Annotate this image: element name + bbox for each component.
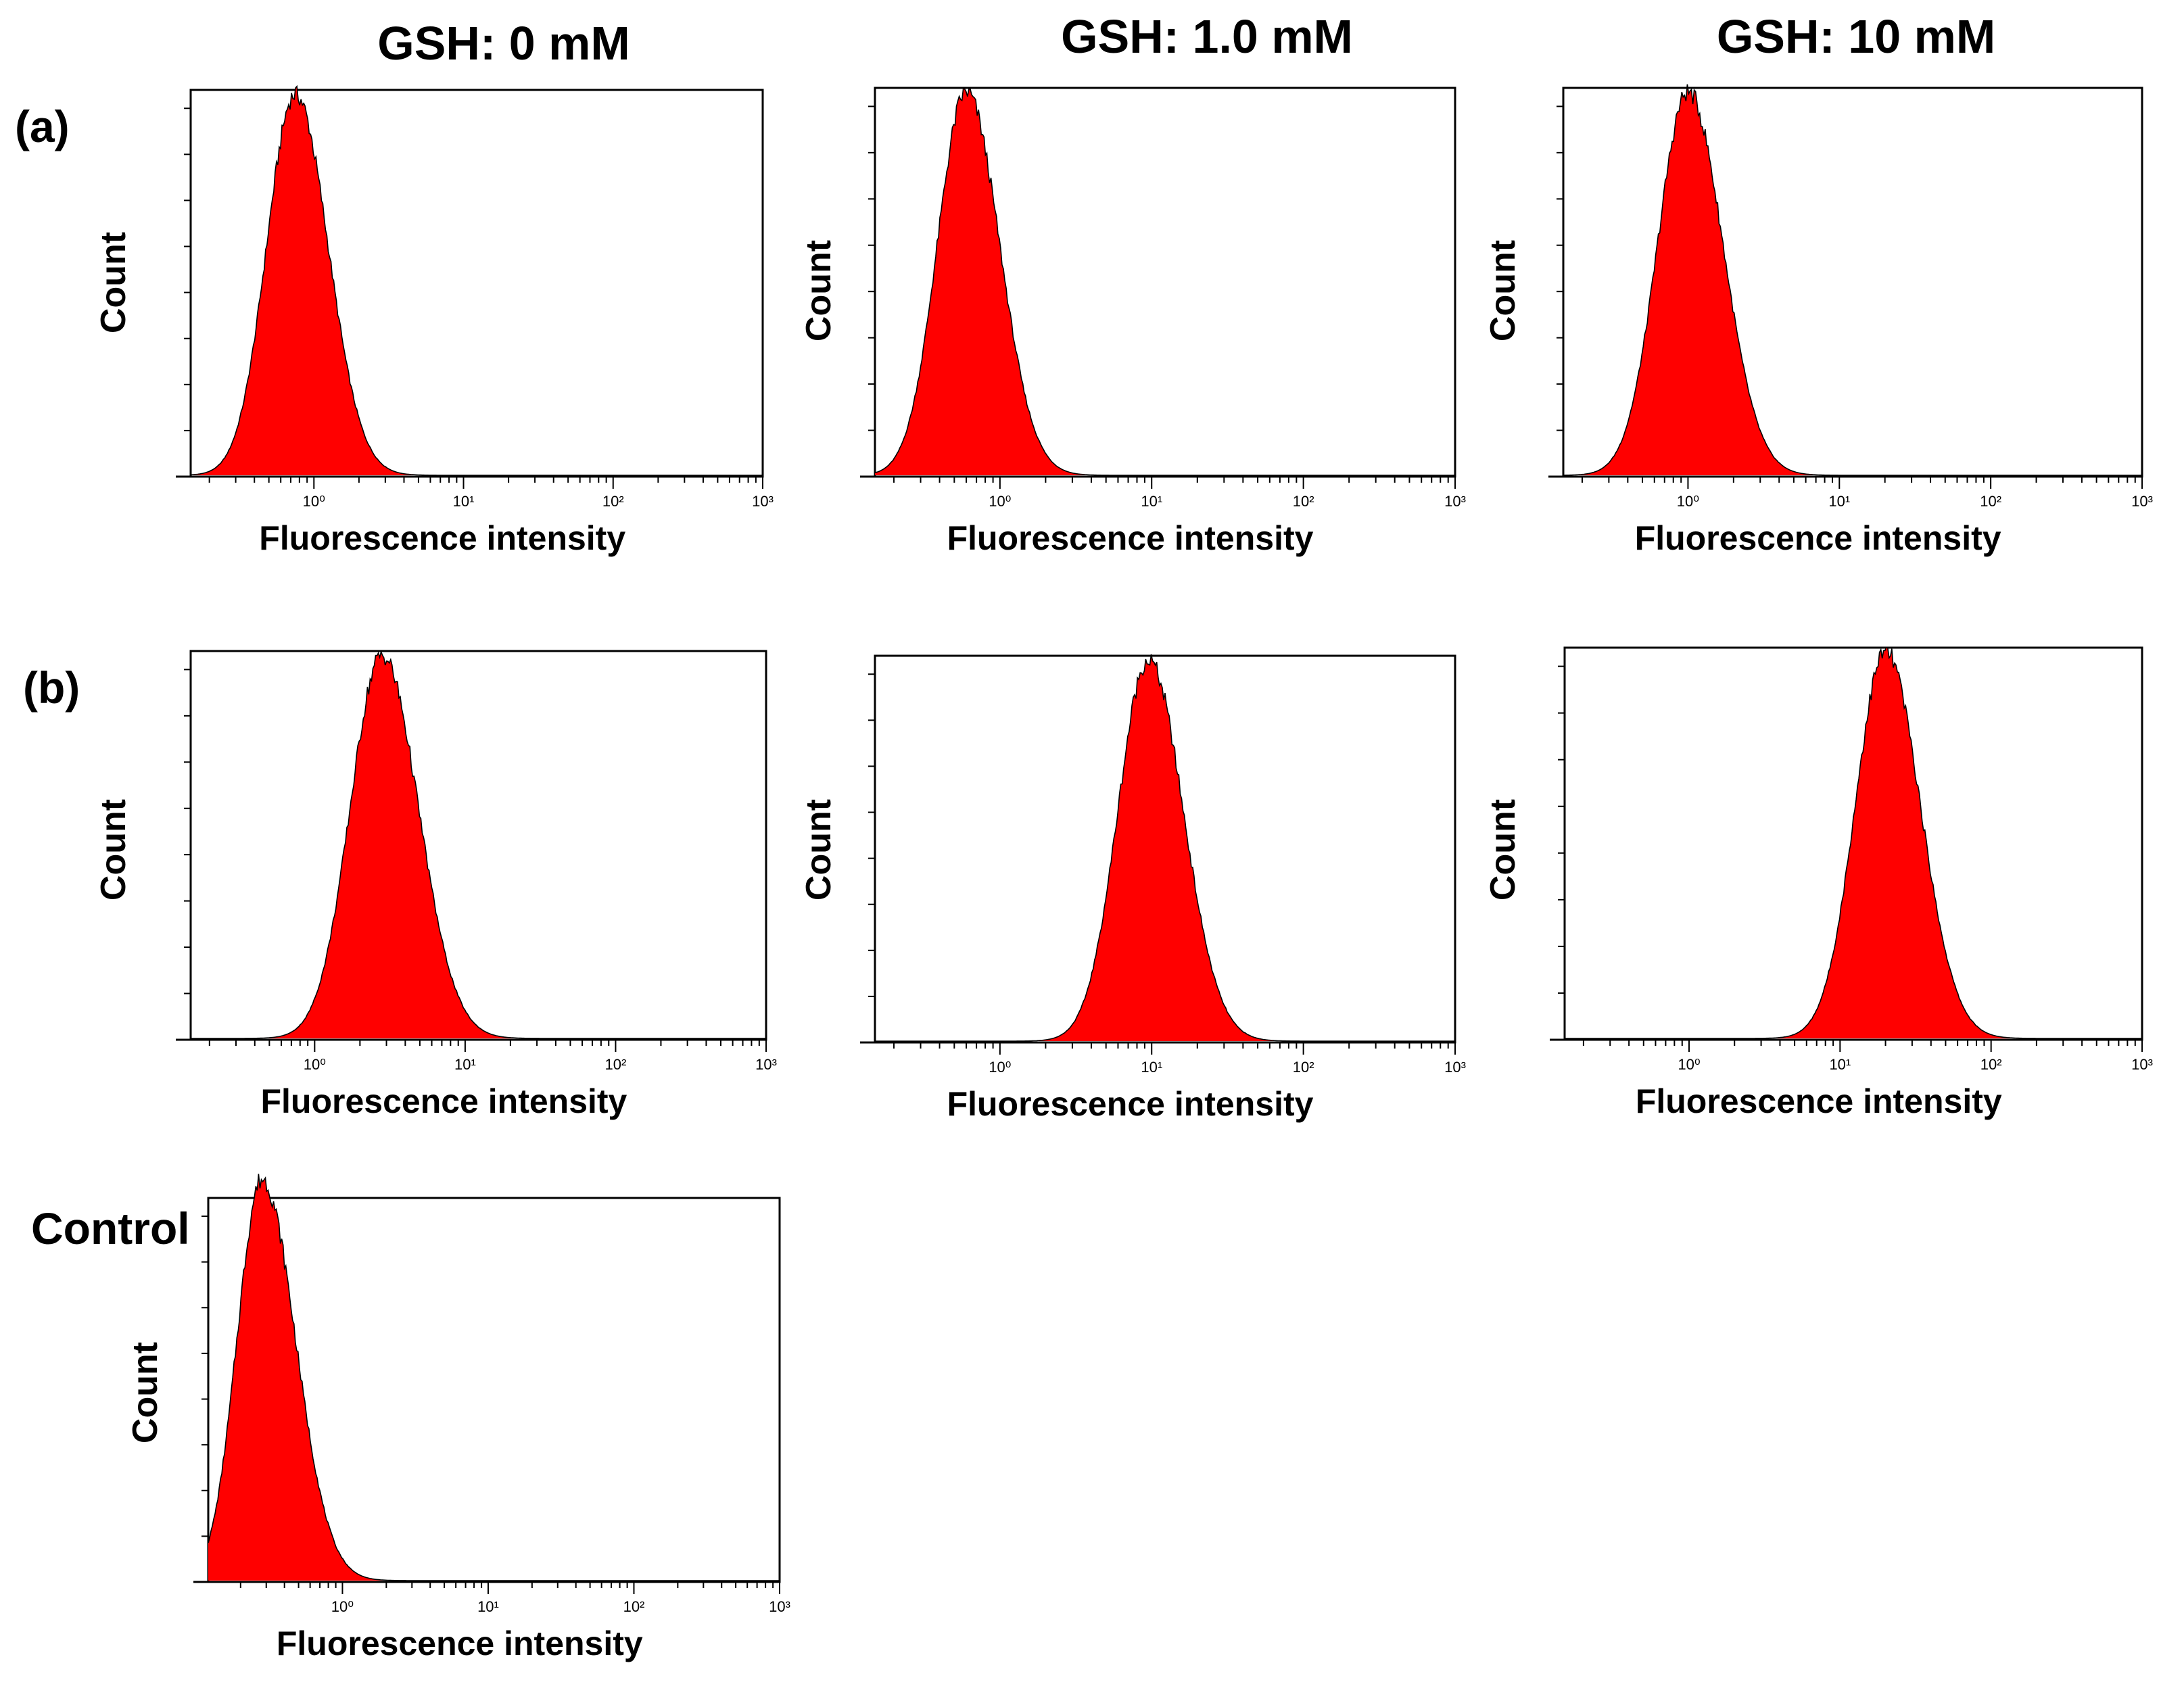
row-label-a: (a) [15,101,70,151]
x-tick-label: 10³ [1444,1059,1466,1076]
x-tick-label: 10¹ [454,1056,476,1073]
x-axis-label: Fluorescence intensity [947,519,1314,557]
x-tick-label: 10⁰ [1677,493,1699,510]
x-tick-label: 10² [623,1598,645,1615]
x-tick-label: 10¹ [1828,493,1850,510]
x-tick-label: 10⁰ [989,493,1011,510]
x-tick-label: 10⁰ [303,493,325,510]
y-axis-label: Count [94,232,133,333]
x-tick-label: 10⁰ [989,1059,1011,1076]
x-tick-label: 10⁰ [304,1056,326,1073]
histogram-panel-b-gsh-0mM: 10⁰ 10¹ 10² 10³ Fluorescence intensity Count [94,650,777,1120]
x-tick-label: 10² [605,1056,627,1073]
x-tick-label: 10⁰ [331,1598,354,1615]
histogram-outline [1563,84,2142,476]
x-tick-label: 10⁰ [1678,1056,1700,1073]
x-axis-label: Fluorescence intensity [261,1082,627,1120]
x-tick-label: 10² [1980,493,2001,510]
x-tick-label: 10³ [1444,493,1466,510]
histogram-outline [1565,646,2142,1039]
y-axis-label: Count [1483,799,1523,900]
x-axis-label: Fluorescence intensity [947,1085,1314,1123]
column-title-gsh-1mm: GSH: 1.0 mM [1061,10,1353,63]
x-tick-label: 10³ [769,1598,790,1615]
x-tick-label: 10¹ [1141,1059,1162,1076]
x-tick-label: 10² [1293,493,1314,510]
x-tick-label: 10² [602,493,624,510]
histogram-outline [874,87,1455,476]
x-axis-label: Fluorescence intensity [259,519,625,557]
histogram-outline [208,1174,780,1581]
histogram-fill [208,1174,780,1581]
y-axis-label: Count [1483,240,1523,341]
histogram-panel-a-gsh-10mM: 10⁰ 10¹ 10² 10³ Fluorescence intensity Count [1483,84,2153,557]
column-title-gsh-0mm: GSH: 0 mM [377,17,630,70]
y-axis-label: Count [799,240,838,341]
histogram-panel-a-gsh-0mM: 10⁰ 10¹ 10² 10³ Fluorescence intensity Count [94,85,774,557]
histogram-panel-a-gsh-1mM: 10⁰ 10¹ 10² 10³ Fluorescence intensity Count [799,87,1466,557]
x-tick-label: 10¹ [1141,493,1162,510]
histogram-panel-b-gsh-10mM: 10⁰ 10¹ 10² 10³ Fluorescence intensity Count [1483,646,2153,1120]
row-label-b: (b) [23,663,80,713]
x-tick-label: 10² [1980,1056,2002,1073]
histogram-fill [191,652,766,1038]
x-axis-label: Fluorescence intensity [277,1625,643,1662]
histogram-fill [875,654,1455,1041]
x-tick-label: 10³ [752,493,774,510]
histogram-panel-control: 10⁰ 10¹ 10² 10³ Fluorescence intensity Count [126,1174,790,1662]
y-axis-label: Count [799,799,838,900]
y-axis-label: Count [94,799,133,900]
histogram-fill [875,88,1455,475]
x-axis-label: Fluorescence intensity [1635,519,2001,557]
histogram-outline [875,654,1455,1042]
plot-frame [189,650,767,1041]
histogram-panel-b-gsh-1mM: 10⁰ 10¹ 10² 10³ Fluorescence intensity Count [799,654,1466,1123]
x-tick-label: 10³ [2131,1056,2153,1073]
histogram-outline [191,650,766,1039]
x-tick-label: 10³ [755,1056,777,1073]
histogram-fill [1563,84,2142,475]
x-tick-label: 10¹ [453,493,475,510]
histogram-outline [190,85,763,476]
x-tick-label: 10² [1293,1059,1314,1076]
row-label-control: Control [31,1203,190,1253]
x-tick-label: 10¹ [1829,1056,1851,1073]
y-axis-label: Count [126,1342,165,1443]
x-tick-label: 10¹ [477,1598,499,1615]
histogram-fill [191,86,763,475]
x-tick-label: 10³ [2131,493,2153,510]
histogram-fill [1565,647,2142,1038]
column-title-gsh-10mm: GSH: 10 mM [1717,10,1995,63]
x-axis-label: Fluorescence intensity [1636,1082,2002,1120]
